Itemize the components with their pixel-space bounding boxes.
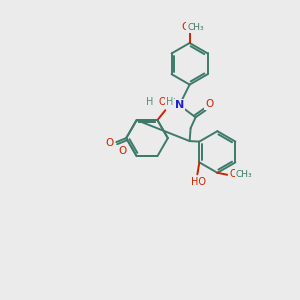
Text: HO: HO	[191, 177, 206, 187]
Text: O: O	[205, 99, 214, 110]
Text: O: O	[118, 146, 127, 156]
Text: CH₃: CH₃	[187, 22, 204, 32]
Text: H: H	[146, 97, 153, 107]
Text: O: O	[105, 138, 113, 148]
Text: N: N	[175, 100, 184, 110]
Text: H: H	[166, 97, 173, 107]
Text: H: H	[168, 98, 176, 108]
Text: O: O	[159, 97, 166, 107]
Text: CH₃: CH₃	[236, 170, 252, 179]
Text: O: O	[182, 22, 190, 32]
Text: O: O	[230, 169, 237, 179]
